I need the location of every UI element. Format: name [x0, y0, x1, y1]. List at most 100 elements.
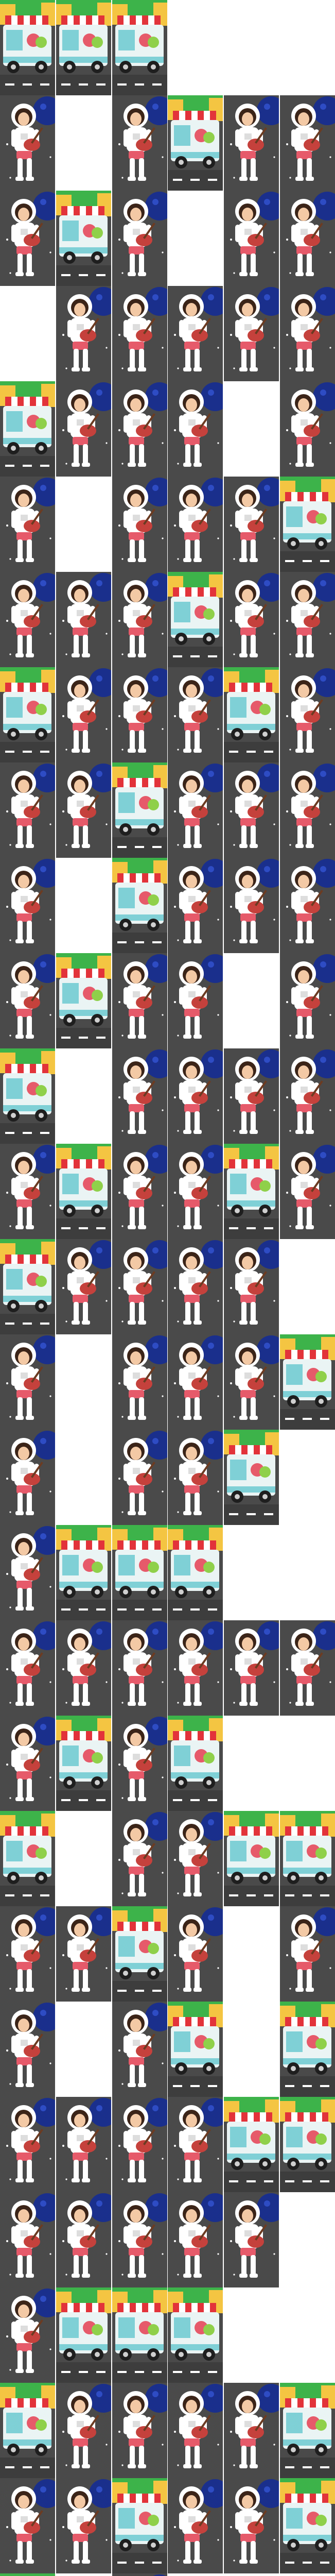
astronaut-guitar-image: [0, 1525, 55, 1620]
truck-illustration: [280, 1334, 335, 1430]
ice-cream-truck-image: [168, 2287, 223, 2383]
ice-cream-truck-image: [56, 0, 111, 95]
astronaut-guitar-image: [168, 2192, 223, 2287]
astronaut-illustration: [0, 2192, 55, 2287]
astronaut-guitar-image: [56, 2383, 111, 2478]
ice-cream-truck-image: [280, 1334, 335, 1430]
astronaut-illustration: [224, 191, 279, 286]
astronaut-guitar-image: [112, 1334, 167, 1430]
ice-cream-truck-image: [224, 667, 279, 762]
astronaut-guitar-image: [112, 1239, 167, 1334]
astronaut-guitar-image: [112, 953, 167, 1048]
truck-illustration: [168, 2002, 223, 2097]
astronaut-illustration: [224, 2478, 279, 2573]
astronaut-guitar-image: [224, 1620, 279, 1716]
astronaut-illustration: [280, 286, 335, 381]
astronaut-illustration: [0, 191, 55, 286]
ice-cream-truck-image: [112, 2287, 167, 2383]
empty-tile: [279, 1716, 335, 1811]
ice-cream-truck-image: [280, 477, 335, 572]
truck-illustration: [168, 1525, 223, 1620]
truck-illustration: [56, 191, 111, 286]
astronaut-guitar-image: [56, 762, 111, 858]
empty-tile: [56, 1048, 111, 1144]
astronaut-guitar-image: [112, 1716, 167, 1811]
astronaut-illustration: [0, 477, 55, 572]
astronaut-illustration: [56, 2097, 111, 2192]
empty-tile: [279, 2287, 335, 2383]
truck-illustration: [56, 1525, 111, 1620]
astronaut-illustration: [0, 1334, 55, 1430]
astronaut-guitar-image: [168, 1906, 223, 2002]
astronaut-guitar-image: [224, 762, 279, 858]
ice-cream-truck-image: [0, 1048, 55, 1144]
astronaut-guitar-image: [280, 1620, 335, 1716]
astronaut-illustration: [280, 1620, 335, 1716]
truck-illustration: [112, 1906, 167, 2002]
truck-illustration: [0, 0, 55, 95]
ice-cream-truck-image: [56, 1144, 111, 1239]
astronaut-illustration: [112, 1239, 167, 1334]
ice-cream-truck-image: [168, 95, 223, 191]
ice-cream-truck-image: [112, 858, 167, 953]
astronaut-guitar-image: [280, 1906, 335, 2002]
astronaut-guitar-image: [56, 667, 111, 762]
astronaut-illustration: [112, 1430, 167, 1525]
ice-cream-truck-image: [0, 381, 55, 477]
astronaut-illustration: [168, 858, 223, 953]
astronaut-guitar-image: [224, 191, 279, 286]
astronaut-guitar-image: [112, 1144, 167, 1239]
astronaut-illustration: [280, 1144, 335, 1239]
astronaut-illustration: [168, 1906, 223, 2002]
astronaut-illustration: [112, 2192, 167, 2287]
astronaut-guitar-image: [112, 477, 167, 572]
astronaut-guitar-image: [224, 1239, 279, 1334]
truck-illustration: [224, 667, 279, 762]
ice-cream-truck-image: [280, 2383, 335, 2478]
ice-cream-truck-image: [280, 2002, 335, 2097]
astronaut-illustration: [224, 1620, 279, 1716]
empty-tile: [168, 2573, 223, 2576]
astronaut-illustration: [168, 1620, 223, 1716]
empty-tile: [279, 2573, 335, 2576]
astronaut-illustration: [56, 286, 111, 381]
astronaut-guitar-image: [280, 1048, 335, 1144]
truck-illustration: [0, 667, 55, 762]
astronaut-illustration: [168, 953, 223, 1048]
astronaut-illustration: [112, 1620, 167, 1716]
truck-illustration: [56, 0, 111, 95]
astronaut-illustration: [168, 1048, 223, 1144]
astronaut-illustration: [56, 2192, 111, 2287]
astronaut-illustration: [56, 2478, 111, 2573]
astronaut-guitar-image: [0, 2192, 55, 2287]
astronaut-illustration: [224, 572, 279, 667]
astronaut-illustration: [0, 1144, 55, 1239]
truck-illustration: [280, 2002, 335, 2097]
astronaut-guitar-image: [0, 1430, 55, 1525]
ice-cream-truck-image: [0, 2573, 55, 2576]
astronaut-guitar-image: [168, 1239, 223, 1334]
astronaut-guitar-image: [0, 477, 55, 572]
truck-illustration: [168, 572, 223, 667]
empty-tile: [56, 1430, 111, 1525]
astronaut-illustration: [112, 667, 167, 762]
astronaut-illustration: [0, 2097, 55, 2192]
astronaut-illustration: [168, 1430, 223, 1525]
astronaut-guitar-image: [168, 858, 223, 953]
astronaut-illustration: [168, 1334, 223, 1430]
astronaut-illustration: [56, 381, 111, 477]
astronaut-guitar-image: [0, 572, 55, 667]
astronaut-illustration: [0, 762, 55, 858]
truck-illustration: [280, 2383, 335, 2478]
astronaut-illustration: [56, 667, 111, 762]
truck-illustration: [224, 2097, 279, 2192]
astronaut-illustration: [112, 286, 167, 381]
astronaut-guitar-image: [0, 2287, 55, 2383]
ice-cream-truck-image: [0, 0, 55, 95]
astronaut-illustration: [0, 1620, 55, 1716]
empty-tile: [224, 2287, 279, 2383]
astronaut-guitar-image: [0, 953, 55, 1048]
astronaut-guitar-image: [168, 1334, 223, 1430]
astronaut-illustration: [56, 2383, 111, 2478]
